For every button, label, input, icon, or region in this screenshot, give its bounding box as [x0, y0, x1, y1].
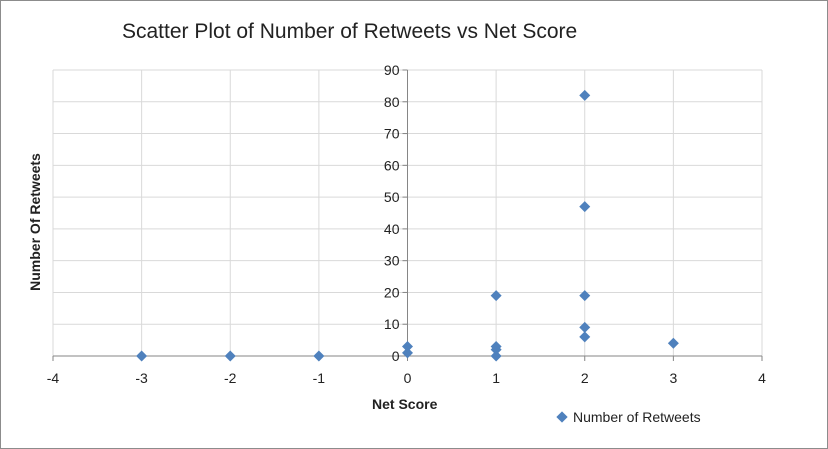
y-tick-label: 60 [384, 157, 400, 173]
data-point [402, 340, 413, 352]
x-tick-label: 0 [404, 370, 412, 386]
x-axis-label: Net Score [372, 396, 438, 412]
x-tick-label: 3 [669, 370, 677, 386]
data-point [667, 337, 679, 349]
x-tick-label: 2 [581, 370, 589, 386]
data-point [490, 290, 502, 302]
data-point [579, 331, 591, 343]
y-tick-label: 10 [384, 316, 400, 332]
legend-label: Number of Retweets [573, 409, 701, 425]
legend: Number of Retweets [556, 409, 701, 425]
y-tick-label: 50 [384, 189, 400, 205]
data-point [224, 350, 236, 362]
x-tick-label: -2 [224, 370, 237, 386]
y-tick-label: 0 [392, 348, 400, 364]
y-tick-label: 90 [384, 62, 400, 78]
y-axis-label: Number Of Retweets [27, 153, 43, 291]
x-tick-label: -1 [313, 370, 326, 386]
legend-diamond-marker [556, 411, 568, 423]
x-tick-label: -3 [135, 370, 148, 386]
chart-title: Scatter Plot of Number of Retweets vs Ne… [122, 20, 578, 43]
x-tick-label: 4 [758, 370, 766, 386]
data-point [579, 321, 591, 333]
y-tick-label: 70 [384, 126, 400, 142]
data-point [490, 350, 502, 362]
data-point [136, 350, 148, 362]
y-tick-label: 80 [384, 94, 400, 110]
y-tick-label: 40 [384, 221, 400, 237]
data-point [579, 290, 591, 302]
data-point [313, 350, 325, 362]
data-point [579, 201, 591, 213]
x-tick-label: 1 [492, 370, 500, 386]
x-tick-label: -4 [47, 370, 60, 386]
data-point [402, 347, 413, 359]
y-tick-label: 20 [384, 284, 400, 300]
y-tick-label: 30 [384, 253, 400, 269]
data-point [490, 340, 502, 352]
data-point [579, 89, 591, 101]
